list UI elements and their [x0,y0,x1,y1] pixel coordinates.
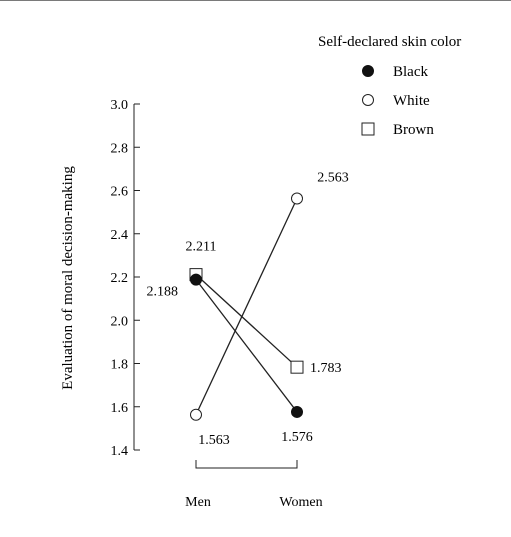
series-layer: 1.563 2.563 2.211 1.783 2.188 1.576 [147,171,349,448]
legend-marker-white [362,94,374,106]
top-rule [0,0,511,1]
data-label-brown: 1.783 [310,361,342,376]
y-tick-label: 2.6 [111,185,129,200]
data-point-black [291,405,303,418]
legend-title: Self-declared skin color [318,34,461,50]
legend-marker-brown [361,122,375,136]
legend-label-brown: Brown [393,122,434,138]
data-point-black [190,273,202,286]
data-label-black: 1.576 [281,430,313,445]
y-tick-label: 2.8 [111,141,129,156]
series-line-brown [195,274,298,368]
y-tick-label: 3.0 [111,98,129,113]
legend: Self-declared skin color Black White Brown [318,34,461,138]
y-axis-title: Evaluation of moral decision-making [60,166,76,390]
data-point-white [291,192,303,205]
data-label-brown: 2.211 [186,240,217,255]
legend-marker-black [362,65,374,77]
data-label-white: 2.563 [317,171,349,186]
y-tick-label: 2.0 [111,314,129,329]
data-point-white [190,408,202,421]
data-point-brown [290,360,304,374]
y-tick-label: 1.4 [111,444,129,459]
x-axis-bracket [195,460,298,469]
data-label-white: 1.563 [198,433,230,448]
data-label-black: 2.188 [147,285,179,300]
y-tick-label: 1.6 [111,401,129,416]
y-tick-label: 2.4 [111,228,129,243]
y-tick-label: 1.8 [111,358,129,373]
y-axis: 1.4 1.6 1.8 2.0 2.2 2.4 2.6 2.8 3.0 [111,98,140,459]
series-line-black [195,279,298,413]
y-tick-label: 2.2 [111,271,129,286]
x-axis: Men Women [185,460,323,510]
x-category-label: Women [279,495,322,510]
x-category-label: Men [185,495,211,510]
legend-label-black: Black [393,64,428,80]
legend-label-white: White [393,93,430,109]
series-line-white [195,198,298,416]
